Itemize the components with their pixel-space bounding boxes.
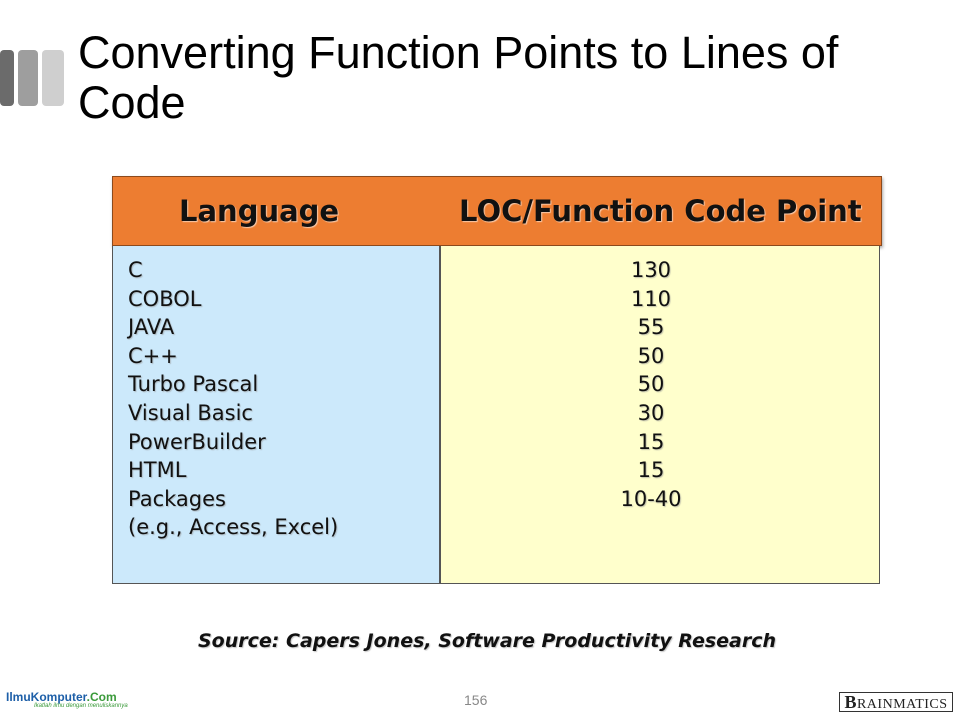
language-cell: HTML xyxy=(128,458,187,483)
loc-cell xyxy=(601,513,701,542)
loc-list: 130 110 55 50 50 30 15 15 10-40 xyxy=(601,256,701,542)
table-header: Language LOC/Function Code Point xyxy=(112,176,882,246)
conversion-table: Language LOC/Function Code Point C COBOL… xyxy=(112,176,882,584)
loc-column: 130 110 55 50 50 30 15 15 10-40 xyxy=(440,246,880,584)
page-number: 156 xyxy=(464,692,488,708)
loc-cell: 110 xyxy=(630,286,672,311)
decor-bar-dark xyxy=(0,50,14,106)
logo-name: IlmuKomputer xyxy=(6,690,87,704)
brainmatics-logo: BRAINMATICS xyxy=(839,692,953,712)
loc-cell: 10-40 xyxy=(620,486,682,511)
header-language: Language xyxy=(179,194,340,228)
loc-cell: 15 xyxy=(637,458,665,483)
language-cell: C xyxy=(128,258,143,282)
loc-cell: 50 xyxy=(637,372,665,397)
language-cell: Turbo Pascal xyxy=(128,372,259,397)
logo-rest: RAINMATICS xyxy=(856,697,948,712)
language-cell: Visual Basic xyxy=(128,400,253,425)
logo-suffix: .Com xyxy=(86,690,117,704)
decor-bar-mid xyxy=(18,50,38,106)
decor-bar-light xyxy=(42,50,64,106)
source-citation: Source: Capers Jones, Software Productiv… xyxy=(198,630,777,652)
loc-cell: 130 xyxy=(630,258,672,282)
language-list: C COBOL JAVA C++ Turbo Pascal Visual Bas… xyxy=(128,256,338,542)
loc-cell: 55 xyxy=(637,315,665,340)
language-cell: Packages xyxy=(128,486,226,511)
header-loc: LOC/Function Code Point xyxy=(459,194,862,228)
logo-initial: B xyxy=(844,692,857,712)
language-cell: (e.g., Access, Excel) xyxy=(128,515,339,540)
loc-cell: 15 xyxy=(637,429,665,454)
language-cell: JAVA xyxy=(128,315,175,340)
loc-cell: 50 xyxy=(637,343,665,368)
loc-cell: 30 xyxy=(637,400,665,425)
slide-title: Converting Function Points to Lines of C… xyxy=(78,27,839,128)
logo-tagline: Ikatlah ilmu dengan menuliskannya xyxy=(34,703,128,709)
language-column: C COBOL JAVA C++ Turbo Pascal Visual Bas… xyxy=(112,246,440,584)
language-cell: C++ xyxy=(128,343,178,368)
language-cell: COBOL xyxy=(128,286,202,311)
ilmukomputer-logo: IlmuKomputer.Com Ikatlah ilmu dengan men… xyxy=(6,690,128,709)
language-cell: PowerBuilder xyxy=(128,429,266,454)
